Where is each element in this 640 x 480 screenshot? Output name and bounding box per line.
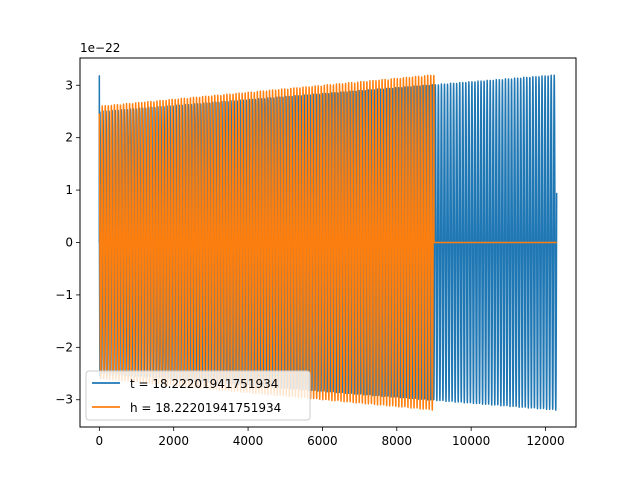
plot-area [98, 74, 558, 411]
y-tick-label: −2 [55, 340, 73, 354]
y-tick-label: 0 [65, 236, 73, 250]
y-tick-label: 2 [65, 131, 73, 145]
y-tick-label: 1 [65, 183, 73, 197]
y-tick-label: 3 [65, 78, 73, 92]
x-tick-label: 6000 [307, 434, 338, 448]
legend: t = 18.22201941751934 h = 18.22201941751… [85, 370, 311, 421]
x-tick-label: 10000 [452, 434, 490, 448]
x-tick-label: 8000 [382, 434, 413, 448]
y-axis: −3 −2 −1 0 1 2 3 [55, 78, 80, 407]
x-tick-label: 2000 [158, 434, 189, 448]
legend-label-h: h = 18.22201941751934 [130, 401, 281, 415]
y-scale-label: 1e−22 [80, 41, 120, 55]
x-tick-label: 0 [96, 434, 104, 448]
legend-box [85, 370, 311, 421]
series-line-h [98, 74, 557, 411]
x-axis: 0 2000 4000 6000 8000 10000 12000 [96, 427, 565, 448]
y-tick-label: −3 [55, 393, 73, 407]
legend-label-t: t = 18.22201941751934 [130, 377, 278, 391]
x-tick-label: 4000 [233, 434, 264, 448]
y-tick-label: −1 [55, 288, 73, 302]
x-tick-label: 12000 [526, 434, 564, 448]
